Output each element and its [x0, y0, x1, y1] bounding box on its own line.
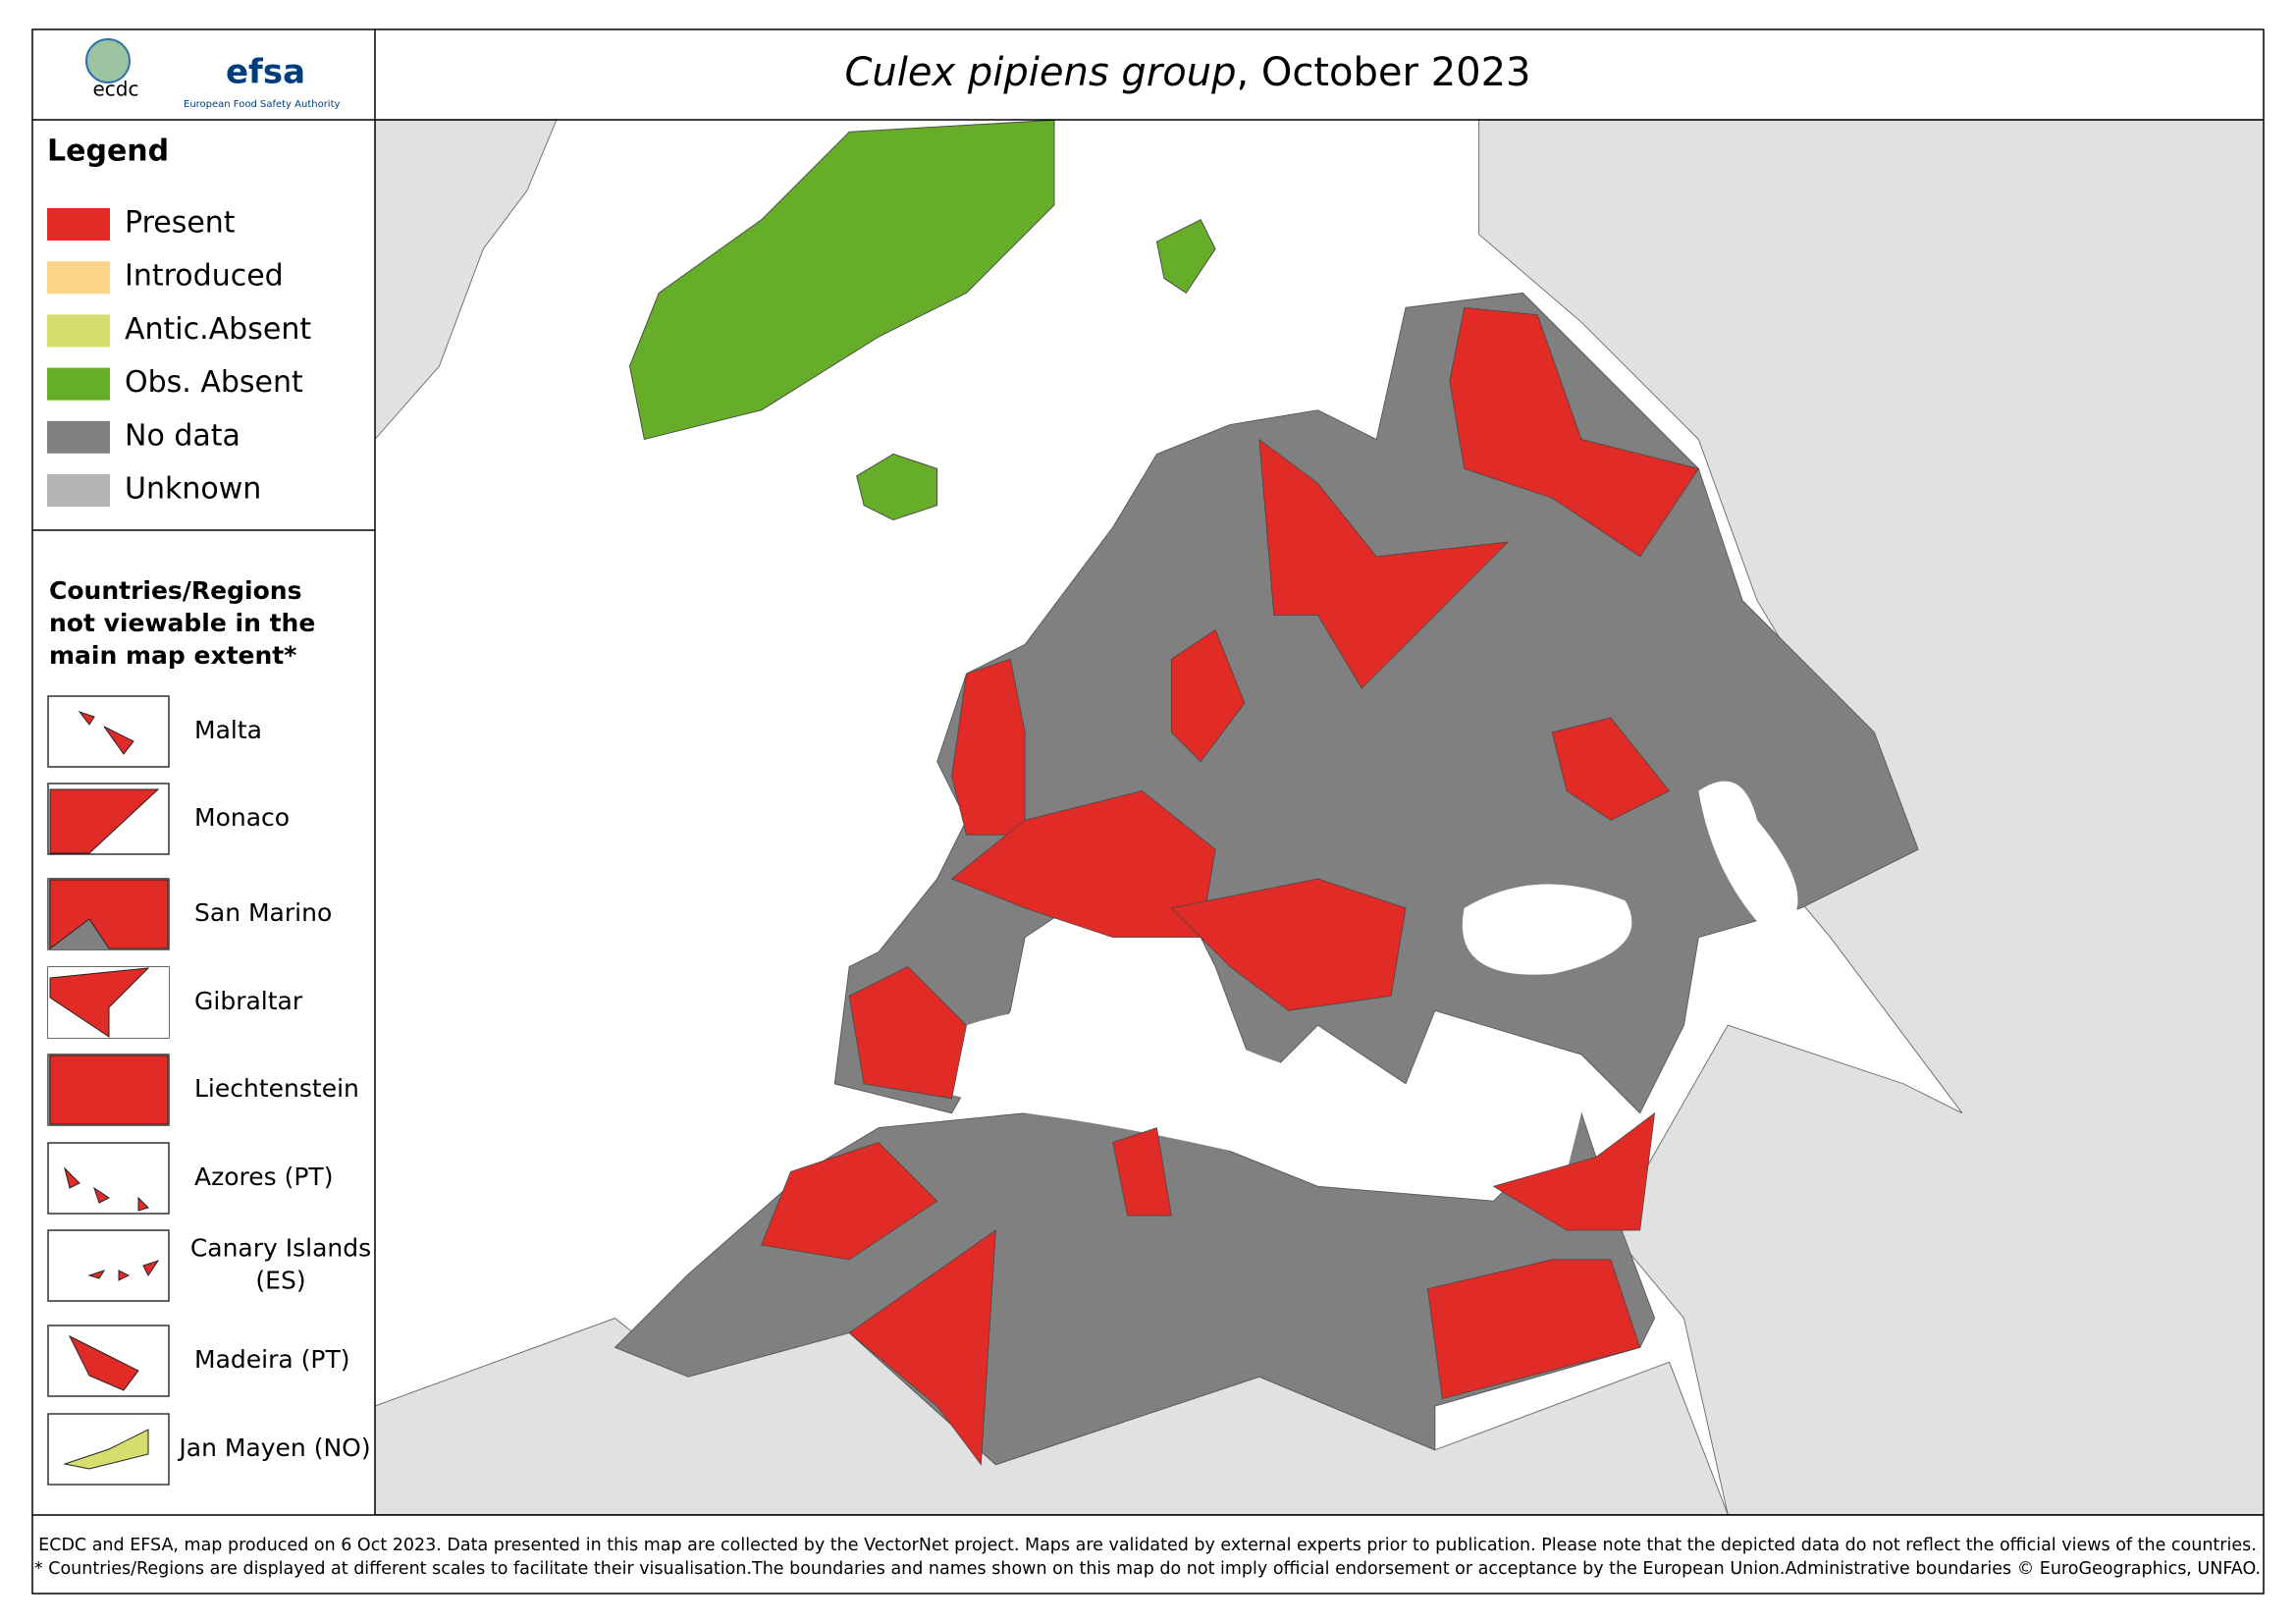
footer-line: * Countries/Regions are displayed at dif…	[34, 1559, 2261, 1579]
inset-label: Jan Mayen (NO)	[177, 1434, 370, 1462]
legend-label: Obs. Absent	[125, 365, 303, 400]
frame	[31, 28, 2265, 1595]
inset-label: (ES)	[255, 1267, 305, 1295]
inset-shape	[87, 1260, 160, 1281]
logos: ecdc efsa European Food Safety Authority	[85, 38, 341, 110]
inset-shape	[49, 879, 169, 949]
legend-swatch	[47, 420, 110, 454]
efsa-logo: efsa	[226, 53, 305, 92]
inset-label: San Marino	[194, 898, 332, 927]
inset-label: Madeira (PT)	[194, 1345, 349, 1374]
legend-label: No data	[125, 418, 240, 453]
legend-label: Present	[125, 206, 236, 241]
legend: Present Introduced Antic.Absent Obs. Absent…	[47, 206, 311, 507]
inset-shape	[49, 967, 150, 1038]
inset-header-line: not viewable in the	[49, 609, 315, 637]
inset-label: Liechtenstein	[194, 1074, 359, 1103]
efsa-subtitle: European Food Safety Authority	[184, 99, 341, 110]
inset-header-line: main map extent*	[49, 641, 296, 670]
legend-label: Introduced	[125, 259, 284, 294]
inset-shape	[49, 1055, 169, 1125]
inset-shape	[49, 788, 160, 854]
ecdc-logo: ecdc	[93, 78, 139, 101]
inset-header-line: Countries/Regions	[49, 576, 301, 605]
inset-label: Gibraltar	[194, 987, 303, 1015]
legend-swatch	[47, 261, 110, 295]
inset-label: Malta	[194, 716, 262, 744]
footer-line: ECDC and EFSA, map produced on 6 Oct 202…	[38, 1536, 2257, 1555]
inset-shape	[64, 1166, 149, 1212]
legend-swatch	[47, 314, 110, 348]
inset-label: Canary Islands	[190, 1234, 371, 1263]
inset-label: Azores (PT)	[194, 1163, 333, 1191]
inset-box	[47, 1142, 170, 1215]
map	[375, 120, 2264, 1515]
legend-swatch	[47, 367, 110, 401]
legend-swatch	[47, 474, 110, 507]
inset-shape	[63, 1429, 149, 1470]
map-title: Culex pipiens group, October 2023	[845, 50, 1531, 95]
insets: Malta Monaco San Marino Gibraltar Liechtenst…	[47, 695, 371, 1486]
legend-label: Antic.Absent	[125, 312, 311, 347]
legend-label: Unknown	[125, 472, 261, 507]
inset-label: Monaco	[194, 803, 290, 832]
inset-shape	[68, 1334, 139, 1391]
inset-header: Countries/Regions not viewable in the main…	[49, 576, 315, 670]
legend-title: Legend	[47, 135, 169, 169]
footer: ECDC and EFSA, map produced on 6 Oct 202…	[34, 1536, 2261, 1579]
legend-swatch	[47, 208, 110, 241]
inset-shape	[78, 711, 134, 755]
